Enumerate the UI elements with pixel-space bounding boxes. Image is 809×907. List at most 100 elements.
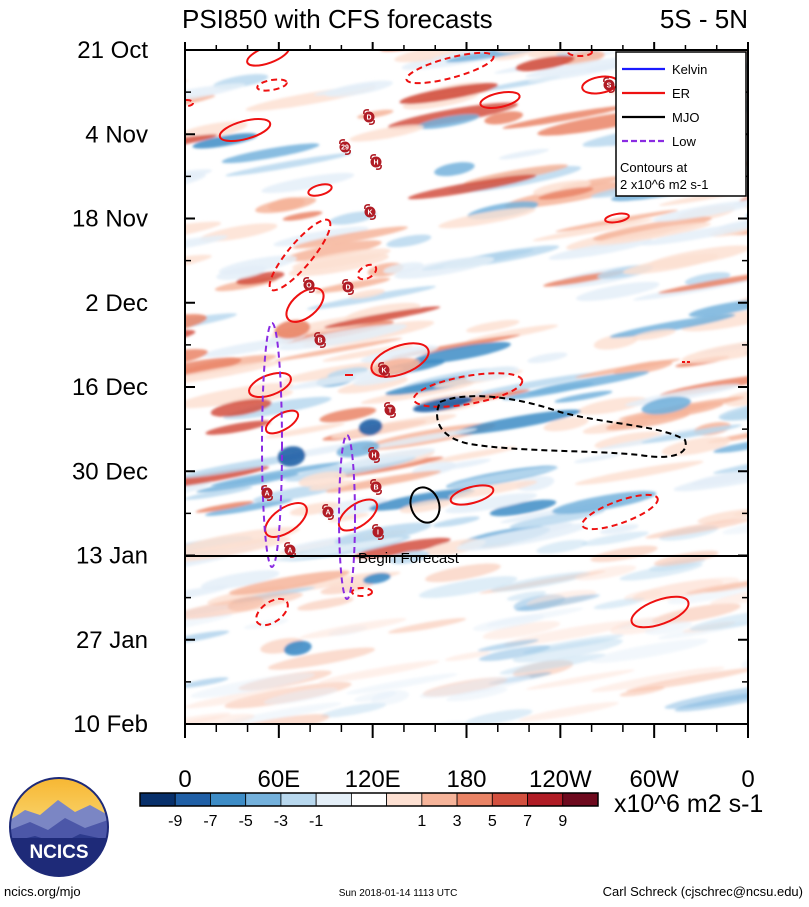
storm-marker-label: A [325, 510, 330, 517]
anomaly-cell [761, 445, 809, 478]
anomaly-cell [425, 563, 501, 583]
anomaly-cell [278, 324, 407, 351]
storm-marker: B [370, 479, 382, 495]
anomaly-cell [685, 580, 748, 595]
storm-marker: D [342, 279, 354, 295]
colorbar-label: 7 [523, 813, 532, 830]
anomaly-cell [434, 162, 475, 177]
anomaly-cell [444, 651, 491, 662]
storm-marker-circle [314, 334, 326, 346]
anomaly-cell [538, 187, 594, 200]
colorbar-swatch [245, 792, 282, 807]
anomaly-cell [782, 671, 809, 703]
colorbar-swatch [386, 792, 423, 807]
storm-marker: H [368, 447, 380, 463]
storm-marker: O [303, 277, 315, 293]
legend-label-low: Low [672, 134, 696, 149]
anomaly-cell [658, 270, 748, 294]
storm-marker: 29 [339, 139, 351, 155]
anomaly-cell [485, 607, 584, 627]
anomaly-cell [589, 638, 709, 663]
er-dashed-contour [405, 51, 495, 85]
ncics-logo: NCICS [9, 777, 109, 877]
storm-marker-label: A [264, 491, 269, 498]
anomaly-cell [438, 207, 536, 229]
anomaly-cell [354, 537, 451, 559]
er-contour [285, 287, 325, 323]
anomaly-cell [765, 641, 809, 667]
anomaly-cell [667, 585, 748, 605]
colorbar-label: -3 [274, 813, 288, 830]
chart-region: 5S - 5N [660, 4, 748, 34]
anomaly-cell [575, 565, 637, 581]
anomaly-cell [341, 736, 421, 762]
footer-site[interactable]: ncics.org/mjo [4, 884, 81, 899]
anomaly-cell [185, 453, 308, 478]
anomaly-cell [185, 713, 255, 724]
anomaly-cell [595, 222, 711, 245]
anomaly-cell [746, 202, 748, 218]
anomaly-cell [536, 539, 588, 554]
storm-marker-circle [261, 487, 273, 499]
anomaly-cell [185, 235, 228, 253]
anomaly-cell [515, 594, 600, 611]
anomaly-cell [159, 760, 250, 790]
anomaly-cell [299, 618, 407, 639]
anomaly-cell [185, 486, 253, 500]
anomaly-cell [489, 499, 557, 517]
y-tick-label: 2 Dec [85, 290, 148, 317]
anomaly-cell [800, 639, 809, 657]
anomaly-cell [798, 574, 809, 595]
storm-marker-label: T [388, 408, 393, 415]
anomaly-cell [320, 580, 374, 595]
anomaly-cell [221, 143, 320, 164]
legend-contour-value: 2 x10^6 m2 s-1 [620, 177, 708, 192]
anomaly-cell [509, 509, 605, 529]
anomaly-cell [306, 285, 436, 310]
anomaly-cell [283, 362, 382, 383]
er-contour [264, 409, 300, 435]
storm-marker: I [372, 524, 384, 540]
anomaly-cell [525, 57, 630, 78]
er-contour [479, 90, 521, 110]
anomaly-cell [367, 428, 478, 449]
anomaly-cell [554, 390, 613, 403]
anomaly-cell [466, 319, 520, 333]
storm-marker-circle [364, 206, 376, 218]
anomaly-cell [434, 458, 491, 471]
er-contour [218, 118, 272, 142]
anomaly-cell [185, 134, 218, 153]
anomaly-cell [383, 262, 424, 274]
legend: Kelvin ER MJO Low Contours at 2 x10^6 m2 s-… [615, 51, 747, 197]
anomaly-cell [653, 550, 719, 567]
anomaly-cell [799, 478, 809, 495]
anomaly-cell [689, 607, 748, 631]
anomaly-cell [723, 391, 748, 407]
anomaly-cell [319, 407, 377, 423]
anomaly-cell [211, 714, 330, 724]
anomaly-cell [267, 647, 376, 670]
anomaly-cell [274, 319, 311, 339]
storm-marker-circle [339, 141, 351, 153]
storm-marker-label: D [366, 115, 371, 122]
anomaly-cell [527, 371, 650, 395]
footer-timestamp: Sun 2018-01-14 1113 UTC [339, 888, 458, 899]
anomaly-cell [265, 422, 346, 439]
er-dashed-contour [351, 587, 373, 597]
anomaly-cell [358, 419, 383, 436]
anomaly-cell [185, 555, 230, 579]
footer-author: Carl Schreck (cjschrec@ncsu.edu) [603, 884, 803, 899]
legend-label-kelvin: Kelvin [672, 62, 707, 77]
er-dashed-contour [581, 493, 659, 531]
anomaly-cell [518, 701, 619, 722]
anomaly-cell [282, 211, 323, 221]
anomaly-cell [747, 513, 748, 528]
storm-marker: D [363, 109, 375, 125]
anomaly-cell [274, 337, 403, 362]
legend-contour-note: Contours at [620, 160, 688, 175]
anomaly-cell [185, 526, 300, 554]
storm-marker: S [603, 77, 615, 93]
anomaly-cell [185, 382, 294, 409]
anomaly-cell [499, 653, 606, 675]
anomaly-cell [768, 467, 809, 490]
